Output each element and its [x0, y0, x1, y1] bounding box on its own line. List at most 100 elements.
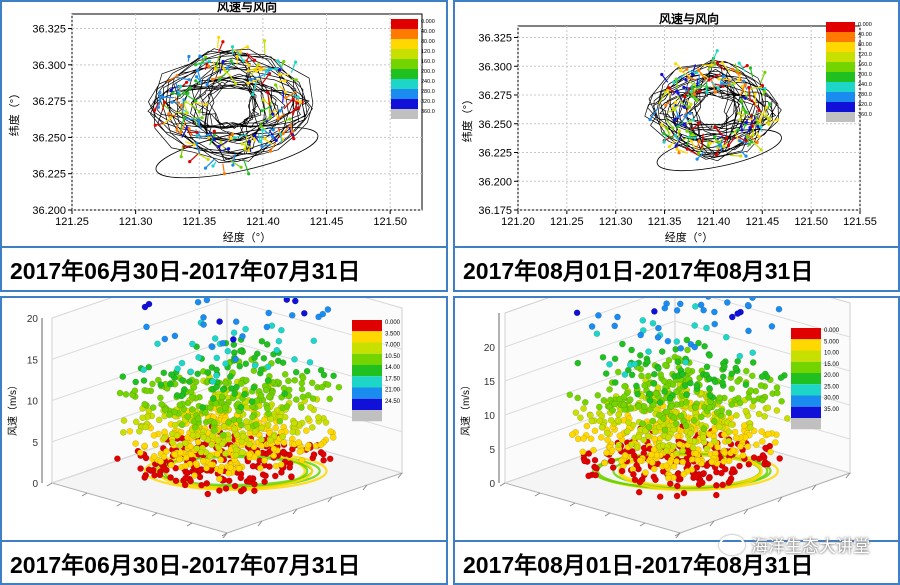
wind-vector-head — [268, 149, 272, 153]
scatter-point — [240, 485, 247, 493]
wind-vector — [716, 62, 726, 71]
floor-y-tick — [221, 532, 228, 537]
caption-2-text: 2017年08月01日-2017年08月31日 — [463, 258, 814, 284]
legend-tick-label: 35.00 — [824, 407, 840, 413]
wind-vector — [663, 132, 675, 139]
scatter-point — [288, 473, 295, 480]
wind-vector-head — [673, 108, 677, 112]
scatter-point — [712, 491, 720, 499]
scatter-point — [703, 363, 711, 371]
scatter-point — [184, 399, 192, 407]
scatter-point — [218, 440, 226, 448]
scatter-point — [272, 462, 280, 470]
scatter-point — [306, 359, 314, 366]
z-tick-label: 10 — [484, 411, 496, 422]
wind-vector-head — [277, 72, 282, 77]
legend-swatch — [352, 398, 382, 410]
trajectory-chart-2: 121.20 121.25 121.30 121.35 121.40 121.45 121.… — [460, 11, 877, 244]
wind-vector-head — [748, 66, 752, 70]
scatter-point — [725, 409, 733, 416]
scatter-point — [281, 390, 288, 397]
scatter-point — [652, 476, 659, 484]
wind-vector-head — [283, 90, 288, 94]
scatter-point — [227, 464, 234, 471]
legend-swatch — [352, 365, 382, 377]
legend-tick-label: 3.500 — [385, 331, 401, 337]
wind-vector-head — [253, 138, 257, 142]
scatter-point — [742, 407, 750, 415]
scatter-point — [596, 417, 603, 425]
scatter-point — [114, 455, 121, 462]
scatter-point — [668, 403, 675, 410]
legend-swatch — [791, 350, 821, 362]
scatter-point — [638, 372, 645, 380]
scatter-point — [611, 400, 618, 408]
scatter-point — [633, 382, 640, 390]
wind-vector-head — [254, 69, 258, 73]
wind-vector-head — [291, 97, 295, 101]
scatter-point — [286, 464, 294, 471]
legend-tick-label: 80.00 — [421, 39, 435, 45]
scatter-point — [308, 424, 316, 431]
wind-vector — [759, 112, 770, 120]
x-tick-label: 121.55 — [843, 216, 877, 228]
legend-swatch — [826, 22, 855, 32]
scatter-point — [740, 422, 748, 429]
scatter-point — [744, 301, 752, 309]
scatter-point — [295, 439, 303, 446]
wind-vector — [183, 102, 188, 113]
scatter-point — [670, 442, 677, 450]
scatter-point — [219, 431, 227, 439]
scatter-point — [216, 407, 224, 414]
scatter-point — [572, 409, 580, 416]
scatter-point — [335, 383, 343, 391]
scatter-point — [246, 441, 253, 448]
scatter-point — [601, 459, 608, 467]
scatter-point — [285, 377, 292, 385]
scatter-point — [692, 473, 699, 481]
wind-vector — [175, 76, 190, 81]
scatter-point — [246, 451, 253, 458]
legend-tick-label: 21.00 — [385, 388, 401, 394]
wind-vector — [684, 86, 692, 97]
wind-vector — [673, 73, 686, 83]
legend-swatch — [352, 353, 382, 365]
legend-tick-label: 40.00 — [421, 29, 435, 35]
wind-vector — [217, 41, 224, 54]
scatter-point — [706, 392, 714, 399]
scatter-point — [296, 448, 304, 455]
scatter-point — [626, 396, 634, 403]
wind-vector-head — [691, 118, 695, 122]
legend-tick-label: 40.00 — [858, 32, 872, 38]
scatter-point — [249, 413, 256, 421]
scatter-point — [734, 378, 741, 385]
scatter-point — [640, 436, 647, 444]
scatter-point — [145, 466, 153, 473]
wind-vector — [162, 96, 175, 99]
scatter-point — [298, 385, 306, 393]
scatter-point — [220, 423, 228, 430]
scatter-point — [260, 355, 268, 362]
scatter-point — [649, 319, 657, 327]
wind-vector-head — [750, 140, 754, 144]
scatter-point — [621, 371, 629, 378]
scatter-point — [150, 453, 158, 460]
wind-vector-head — [264, 69, 268, 73]
scatter-point — [289, 428, 297, 436]
wind-vector-head — [715, 49, 719, 53]
wind-vector-head — [260, 128, 265, 132]
wind-vector-head — [755, 140, 759, 144]
scatter-point — [168, 371, 175, 378]
scatter-point — [711, 320, 719, 328]
wind-vector — [267, 92, 271, 107]
wind-vector-head — [737, 111, 741, 115]
y-tick-label: 36.200 — [478, 176, 512, 188]
wind-vector — [684, 93, 696, 100]
scatter-point — [695, 481, 703, 488]
wind-vector — [737, 72, 744, 84]
scatter-point — [187, 451, 195, 458]
scatter-point — [221, 450, 229, 457]
legend-swatch — [826, 62, 855, 72]
scatter-point — [149, 404, 157, 411]
scatter-point — [650, 465, 658, 473]
